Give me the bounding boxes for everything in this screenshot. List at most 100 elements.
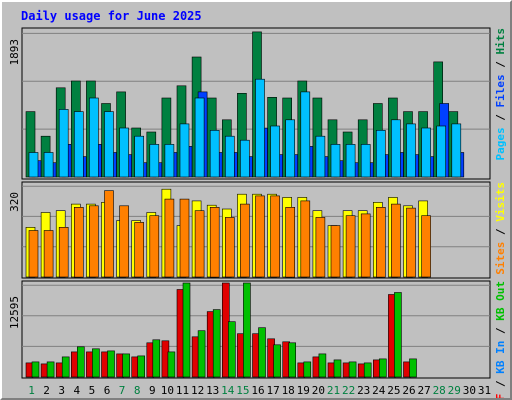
legend-part: / — [494, 108, 507, 128]
bar-pages-day11 — [179, 123, 190, 178]
x-tick-label-8: 8 — [134, 384, 141, 397]
legend-part: KB Out — [494, 281, 507, 321]
bar-kb-out-day16 — [258, 327, 266, 378]
bar-pages-day28 — [436, 125, 447, 178]
bar-sites-day22 — [345, 215, 356, 278]
x-tick-label-7: 7 — [119, 384, 126, 397]
bar-pages-day27 — [421, 127, 431, 178]
x-tick-label-12: 12 — [191, 384, 204, 397]
bar-kb-out-day18 — [288, 342, 297, 378]
y-max-label-visits-sites: 320 — [8, 192, 21, 212]
bar-sites-day9 — [149, 215, 160, 278]
bar-kb-out-day24 — [378, 358, 387, 378]
bar-pages-day9 — [149, 144, 160, 178]
bar-sites-day19 — [300, 200, 311, 278]
bar-sites-day8 — [134, 222, 144, 278]
x-tick-label-28: 28 — [433, 384, 446, 397]
bar-kb-out-day13 — [212, 309, 221, 378]
bar-sites-day13 — [209, 207, 220, 278]
bar-sites-day17 — [270, 195, 280, 278]
bar-kb-out-day8 — [137, 355, 145, 378]
legend-part: KB F — [494, 394, 507, 398]
bar-kb-out-day17 — [273, 344, 281, 378]
x-tick-label-23: 23 — [357, 384, 370, 397]
bar-kb-out-day6 — [107, 350, 115, 378]
x-tick-label-17: 17 — [266, 384, 279, 397]
bar-pages-day24 — [375, 130, 386, 178]
x-tick-label-19: 19 — [297, 384, 310, 397]
bar-sites-day15 — [240, 203, 250, 278]
legend-part: KB In — [494, 341, 507, 374]
x-tick-label-2: 2 — [43, 384, 50, 397]
bar-pages-day7 — [119, 127, 129, 178]
bar-sites-day16 — [255, 195, 265, 278]
bar-sites-day12 — [194, 210, 205, 278]
bar-sites-day27 — [421, 215, 431, 278]
x-tick-label-14: 14 — [221, 384, 235, 397]
x-tick-label-20: 20 — [312, 384, 325, 397]
bar-pages-day29 — [451, 123, 462, 178]
bar-pages-day5 — [89, 97, 99, 178]
x-tick-label-22: 22 — [342, 384, 355, 397]
bar-sites-day21 — [330, 225, 341, 278]
legend-part: / — [494, 374, 507, 394]
bar-sites-day25 — [391, 203, 401, 278]
bar-pages-day26 — [406, 123, 416, 178]
bar-kb-out-day15 — [243, 282, 251, 378]
bar-kb-out-day5 — [92, 348, 100, 378]
bar-pages-day22 — [345, 144, 356, 178]
bar-sites-day18 — [285, 207, 296, 278]
bar-sites-day3 — [58, 227, 69, 278]
bar-pages-day2 — [43, 152, 54, 178]
bar-sites-day5 — [89, 205, 99, 278]
bar-kb-out-day26 — [409, 358, 417, 378]
x-tick-label-30: 30 — [463, 384, 476, 397]
legend-part: / — [494, 321, 507, 341]
bar-kb-out-day12 — [197, 330, 206, 378]
bar-sites-day14 — [225, 217, 235, 278]
bar-pages-day12 — [194, 97, 205, 178]
legend-part: Hits — [494, 28, 507, 55]
x-tick-label-3: 3 — [58, 384, 65, 397]
bar-kb-out-day1 — [31, 361, 40, 378]
legend-part: Files — [494, 74, 507, 107]
legend-label-visits-sites: Sites / Visits — [494, 182, 507, 275]
x-tick-label-4: 4 — [73, 384, 80, 397]
bar-kb-out-day2 — [46, 361, 55, 378]
legend-part: Sites — [494, 242, 507, 275]
bar-pages-day18 — [285, 119, 296, 178]
bar-kb-out-day19 — [303, 361, 312, 378]
bar-sites-day2 — [43, 230, 54, 278]
x-tick-label-6: 6 — [104, 384, 111, 397]
bar-pages-day21 — [330, 144, 341, 178]
bar-kb-out-day10 — [167, 351, 176, 378]
bar-pages-day17 — [270, 125, 280, 178]
bar-pages-day19 — [300, 91, 311, 178]
bar-pages-day6 — [104, 111, 114, 178]
bar-pages-day4 — [74, 111, 84, 178]
bar-pages-day23 — [360, 144, 371, 178]
x-tick-label-16: 16 — [251, 384, 264, 397]
x-tick-label-1: 1 — [28, 384, 35, 397]
bar-kb-out-day9 — [152, 339, 161, 378]
y-max-label-hits-files-pages: 1893 — [8, 39, 21, 66]
bar-pages-day14 — [225, 135, 235, 178]
bar-kb-out-day23 — [363, 362, 372, 378]
bar-sites-day26 — [406, 207, 416, 278]
bar-kb-out-day21 — [333, 359, 342, 378]
bar-sites-day10 — [164, 198, 175, 278]
x-tick-label-31: 31 — [478, 384, 491, 397]
bar-sites-day23 — [360, 213, 371, 278]
bar-kb-out-day4 — [77, 346, 85, 378]
bar-sites-day4 — [74, 207, 84, 278]
x-tick-label-13: 13 — [206, 384, 219, 397]
bar-pages-day25 — [391, 119, 401, 178]
bar-pages-day15 — [240, 139, 250, 178]
bar-kb-out-day14 — [228, 321, 236, 378]
bar-pages-day20 — [315, 135, 326, 178]
x-tick-label-24: 24 — [372, 384, 386, 397]
legend-part: Visits — [494, 182, 507, 222]
x-tick-label-18: 18 — [282, 384, 295, 397]
x-tick-label-25: 25 — [387, 384, 400, 397]
